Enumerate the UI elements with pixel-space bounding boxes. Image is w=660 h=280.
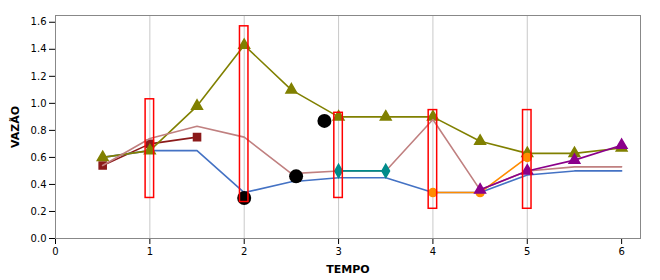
- svg-text:5: 5: [524, 246, 530, 257]
- svg-text:1: 1: [147, 246, 153, 257]
- svg-text:0: 0: [52, 246, 58, 257]
- svg-text:0.6: 0.6: [31, 152, 47, 163]
- svg-text:1.4: 1.4: [31, 43, 47, 54]
- svg-text:3: 3: [335, 246, 341, 257]
- svg-text:0.8: 0.8: [31, 125, 47, 136]
- svg-text:4: 4: [430, 246, 436, 257]
- svg-text:TEMPO: TEMPO: [326, 263, 369, 276]
- svg-text:0.4: 0.4: [31, 179, 47, 190]
- svg-text:1.2: 1.2: [31, 71, 47, 82]
- svg-text:1.0: 1.0: [31, 98, 47, 109]
- svg-text:2: 2: [241, 246, 247, 257]
- svg-text:6: 6: [618, 246, 624, 257]
- svg-text:1.6: 1.6: [31, 16, 47, 27]
- svg-text:0.0: 0.0: [31, 233, 47, 244]
- svg-text:0.2: 0.2: [31, 206, 47, 217]
- svg-text:VAZÃO: VAZÃO: [9, 106, 22, 148]
